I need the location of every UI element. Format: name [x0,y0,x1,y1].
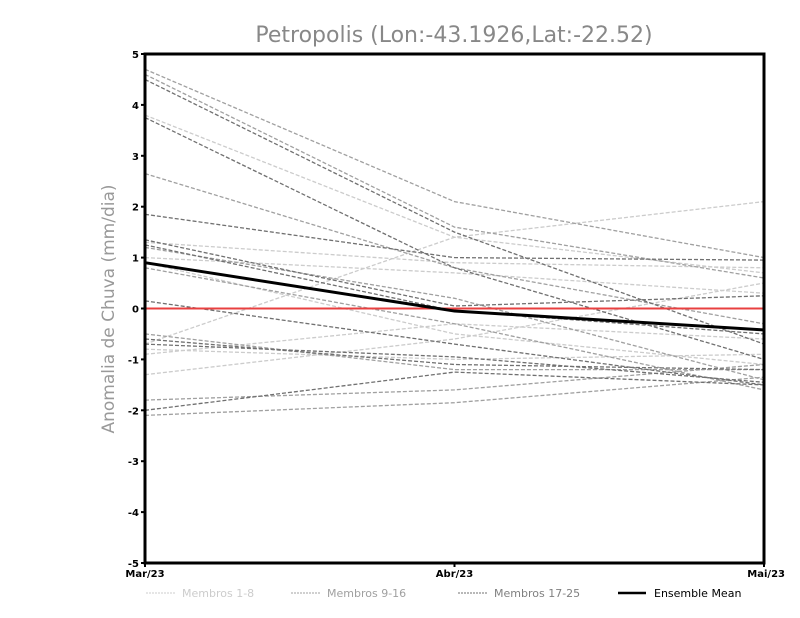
y-tick-label: 2 [132,203,139,214]
y-axis-ticks: 5 4 3 2 1 0 -1 -2 -3 -4 -5 [128,50,145,570]
y-tick-label: 4 [132,101,139,112]
ensemble-mean-line [144,261,765,332]
member-line-10 [144,73,765,279]
member-line-4 [144,282,765,376]
member-line-17 [144,78,765,345]
y-tick-label: 3 [132,152,139,163]
x-tick-label: Mar/23 [125,569,164,580]
member-line-20 [144,239,765,307]
y-tick-label: -5 [128,559,139,570]
member-line-12 [144,246,765,381]
member-line-14 [144,363,765,401]
member-line-16 [144,376,765,417]
y-axis-label: Anomalia de Chuva (mm/dia) [99,184,119,433]
x-tick-label: Mai/23 [747,569,785,580]
chart-title: Petropolis (Lon:-43.1926,Lat:-22.52) [255,23,652,48]
y-tick-label: -4 [128,508,139,519]
member-line-19 [144,213,765,261]
x-tick-label: Abr/23 [436,569,473,580]
y-tick-label: -3 [128,457,139,468]
y-tick-label: 5 [132,50,139,61]
legend-label: Membros 1-8 [182,587,254,600]
member-line-24 [144,343,765,383]
member-line-25 [144,371,765,411]
member-lines [144,68,765,417]
member-line-7 [144,348,765,361]
member-line-18 [144,117,765,361]
member-line-21 [144,244,765,335]
y-tick-label: -1 [128,355,139,366]
member-line-1 [144,114,765,274]
legend-label: Membros 17-25 [494,587,580,600]
member-line-8 [144,256,765,294]
legend: Membros 1-8 Membros 9-16 Membros 17-25 Ense… [146,587,741,600]
member-line-22 [144,300,765,386]
x-axis-ticks: Mar/23 Abr/23 Mai/23 [125,563,785,580]
y-tick-label: -2 [128,406,139,417]
y-tick-label: 1 [132,254,139,265]
member-line-5 [144,323,765,355]
legend-label: Membros 9-16 [327,587,406,600]
member-line-15 [144,267,765,391]
member-line-13 [144,333,764,371]
member-line-9 [144,68,765,259]
member-line-23 [144,338,765,371]
member-line-3 [144,241,765,269]
legend-label: Ensemble Mean [654,587,741,600]
y-tick-label: 0 [132,305,139,316]
